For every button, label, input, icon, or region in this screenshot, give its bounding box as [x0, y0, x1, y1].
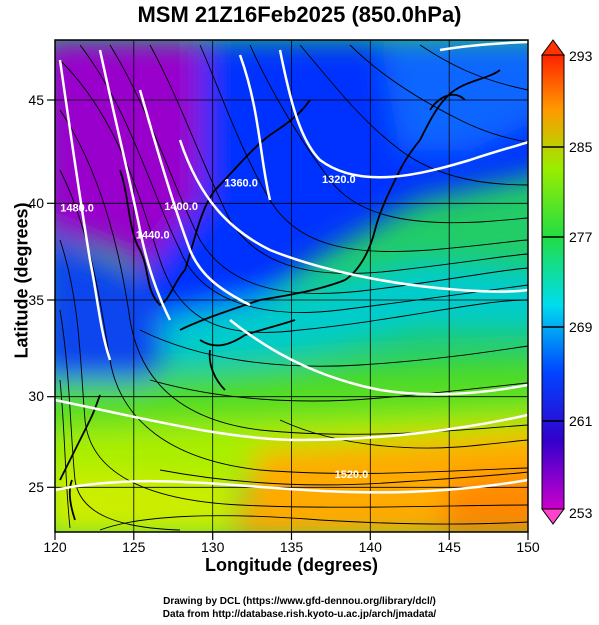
colorbar-tick-label: 285 — [569, 139, 593, 155]
contour-label: 1480.0 — [60, 203, 94, 215]
map-title: MSM 21Z16Feb2025 (850.0hPa) — [137, 2, 462, 27]
x-axis-ticks: 120 125 130 135 140 145 150 — [43, 532, 540, 555]
x-tick-label: 135 — [280, 539, 304, 555]
colorbar-tick-label: 253 — [569, 505, 593, 521]
colorbar-tick-label: 293 — [569, 48, 593, 64]
x-tick-label: 125 — [122, 539, 146, 555]
coastlines — [59, 69, 501, 521]
y-tick-label: 30 — [28, 388, 44, 404]
contour-lines — [55, 40, 528, 494]
colorbar-min-arrow — [541, 508, 565, 525]
contour-label: 1320.0 — [322, 174, 356, 186]
x-tick-label: 150 — [516, 539, 540, 555]
x-tick-label: 145 — [438, 539, 462, 555]
colorbar-tick-label: 277 — [569, 229, 593, 245]
y-axis-ticks: 25 30 35 40 45 — [28, 92, 55, 495]
colorbar-tick-label: 269 — [569, 319, 593, 335]
colorbar-scale — [541, 54, 565, 510]
x-tick-label: 120 — [43, 539, 67, 555]
y-axis-label: Latitude (degrees) — [11, 202, 32, 359]
y-tick-label: 35 — [28, 292, 44, 308]
y-tick-label: 40 — [28, 195, 44, 211]
credit-drawing: Drawing by DCL (https://www.gfd-dennou.o… — [163, 596, 436, 607]
x-axis-label: Longitude (degrees) — [204, 555, 378, 575]
contour-labels: 1320.0 1360.0 1400.0 1440.0 1480.0 1520.0 — [60, 174, 368, 481]
y-tick-label: 45 — [28, 92, 44, 108]
credit-data: Data from http://database.rish.kyoto-u.a… — [162, 609, 437, 620]
x-tick-label: 140 — [359, 539, 383, 555]
y-tick-label: 25 — [28, 479, 44, 495]
colorbar-max-arrow — [541, 39, 565, 56]
colorbar: 293 285 277 269 261 253 — [541, 39, 593, 525]
contour-label: 1520.0 — [335, 469, 369, 481]
contour-label: 1400.0 — [164, 201, 198, 213]
contour-label: 1440.0 — [136, 230, 170, 242]
contour-label: 1360.0 — [224, 178, 258, 190]
x-tick-label: 130 — [201, 539, 225, 555]
colorbar-tick-label: 261 — [569, 413, 593, 429]
